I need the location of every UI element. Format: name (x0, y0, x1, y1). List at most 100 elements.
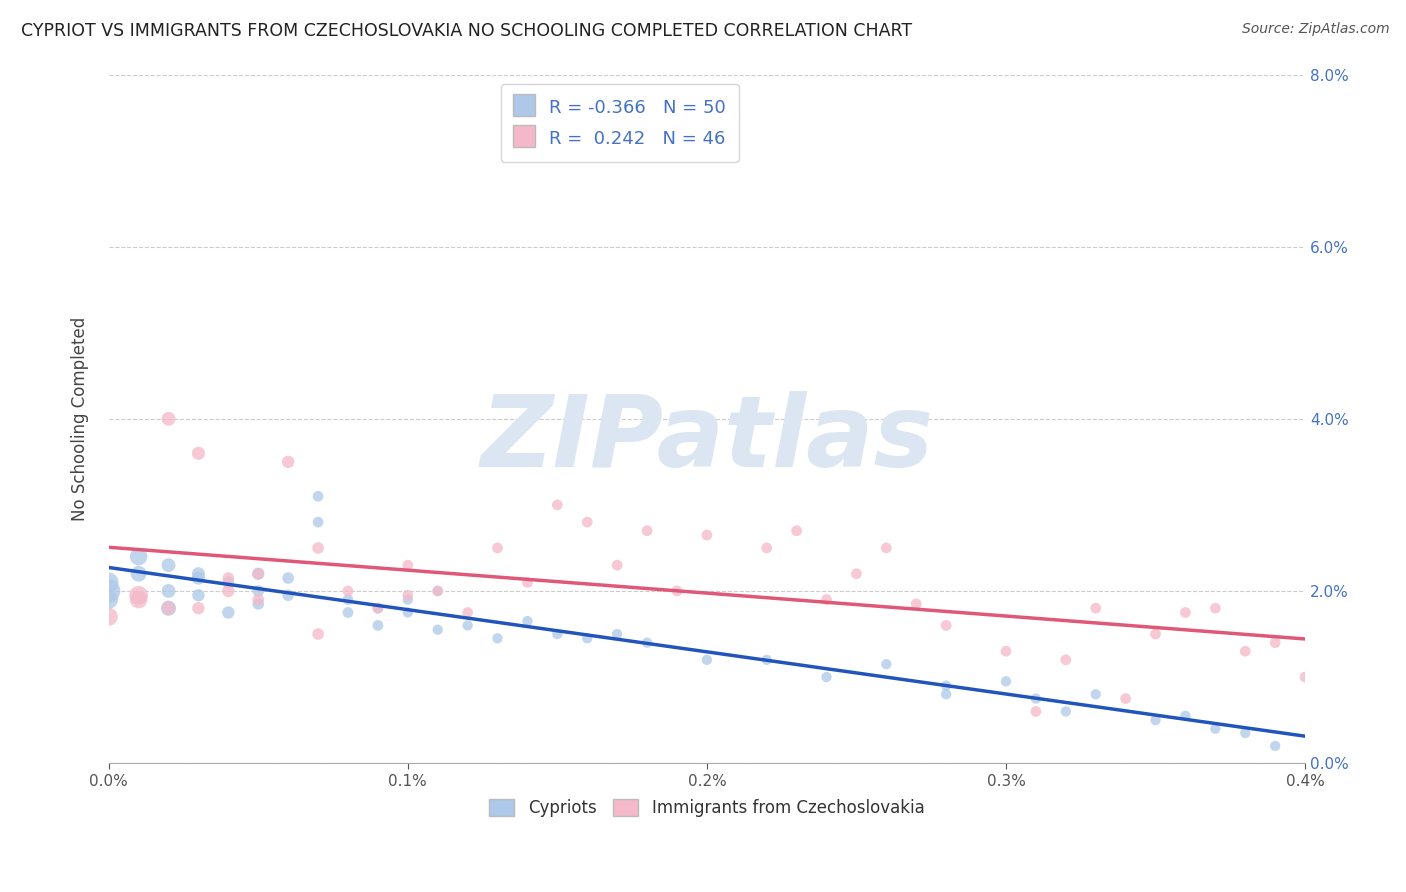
Point (1234, 726, 1257, 740)
Point (786, 524, 808, 538)
Point (247, 566, 270, 581)
Text: CYPRIOT VS IMMIGRANTS FROM CZECHOSLOVAKIA NO SCHOOLING COMPLETED CORRELATION CHA: CYPRIOT VS IMMIGRANTS FROM CZECHOSLOVAKI… (21, 22, 912, 40)
Point (935, 687, 957, 701)
Point (1174, 708, 1197, 723)
Point (337, 606, 360, 620)
Point (247, 592, 270, 607)
Point (128, 549, 150, 564)
Point (187, 588, 209, 602)
Point (1264, 635, 1286, 649)
Point (128, 588, 150, 602)
Point (277, 571, 299, 585)
Point (1054, 705, 1077, 719)
Point (157, 584, 180, 599)
Point (1144, 713, 1167, 727)
Point (128, 592, 150, 607)
Point (337, 584, 360, 599)
Point (457, 618, 479, 632)
Point (606, 558, 628, 573)
Point (247, 597, 270, 611)
Point (247, 584, 270, 599)
Point (516, 575, 538, 590)
Point (426, 584, 449, 599)
Point (337, 592, 360, 607)
Point (97, 584, 120, 599)
Point (486, 541, 509, 555)
Point (157, 558, 180, 573)
Point (696, 653, 718, 667)
Point (815, 592, 838, 607)
Point (277, 455, 299, 469)
Point (277, 588, 299, 602)
Point (486, 632, 509, 646)
Point (1084, 601, 1107, 615)
Point (426, 623, 449, 637)
Point (457, 606, 479, 620)
Point (1144, 627, 1167, 641)
Point (367, 618, 389, 632)
Point (187, 601, 209, 615)
Point (187, 446, 209, 460)
Point (905, 597, 928, 611)
Point (426, 584, 449, 599)
Point (1174, 606, 1197, 620)
Text: ZIPatlas: ZIPatlas (481, 391, 934, 488)
Point (217, 575, 239, 590)
Point (1084, 687, 1107, 701)
Point (396, 606, 419, 620)
Point (935, 679, 957, 693)
Legend: Cypriots, Immigrants from Czechoslovakia: Cypriots, Immigrants from Czechoslovakia (482, 792, 931, 823)
Point (875, 541, 897, 555)
Point (97, 609, 120, 624)
Point (606, 627, 628, 641)
Point (396, 592, 419, 607)
Point (157, 412, 180, 426)
Point (935, 618, 957, 632)
Point (97, 575, 120, 590)
Y-axis label: No Schooling Completed: No Schooling Completed (72, 317, 89, 521)
Point (187, 566, 209, 581)
Point (576, 632, 599, 646)
Point (367, 601, 389, 615)
Point (187, 571, 209, 585)
Point (755, 541, 778, 555)
Point (307, 489, 329, 503)
Point (546, 627, 568, 641)
Point (1294, 670, 1316, 684)
Point (696, 528, 718, 542)
Point (1025, 691, 1047, 706)
Point (1204, 722, 1226, 736)
Point (396, 558, 419, 573)
Point (307, 541, 329, 555)
Point (157, 601, 180, 615)
Text: Source: ZipAtlas.com: Source: ZipAtlas.com (1241, 22, 1389, 37)
Point (128, 566, 150, 581)
Point (1054, 653, 1077, 667)
Point (636, 635, 658, 649)
Point (1115, 691, 1137, 706)
Point (815, 670, 838, 684)
Point (217, 606, 239, 620)
Point (755, 653, 778, 667)
Point (1204, 601, 1226, 615)
Point (636, 524, 658, 538)
Point (994, 674, 1017, 689)
Point (217, 571, 239, 585)
Point (367, 601, 389, 615)
Point (307, 515, 329, 529)
Point (1025, 705, 1047, 719)
Point (546, 498, 568, 512)
Point (875, 657, 897, 672)
Point (396, 588, 419, 602)
Point (516, 614, 538, 628)
Point (665, 584, 688, 599)
Point (97, 592, 120, 607)
Point (1264, 739, 1286, 753)
Point (307, 627, 329, 641)
Point (845, 566, 868, 581)
Point (994, 644, 1017, 658)
Point (157, 601, 180, 615)
Point (247, 566, 270, 581)
Point (576, 515, 599, 529)
Point (217, 584, 239, 599)
